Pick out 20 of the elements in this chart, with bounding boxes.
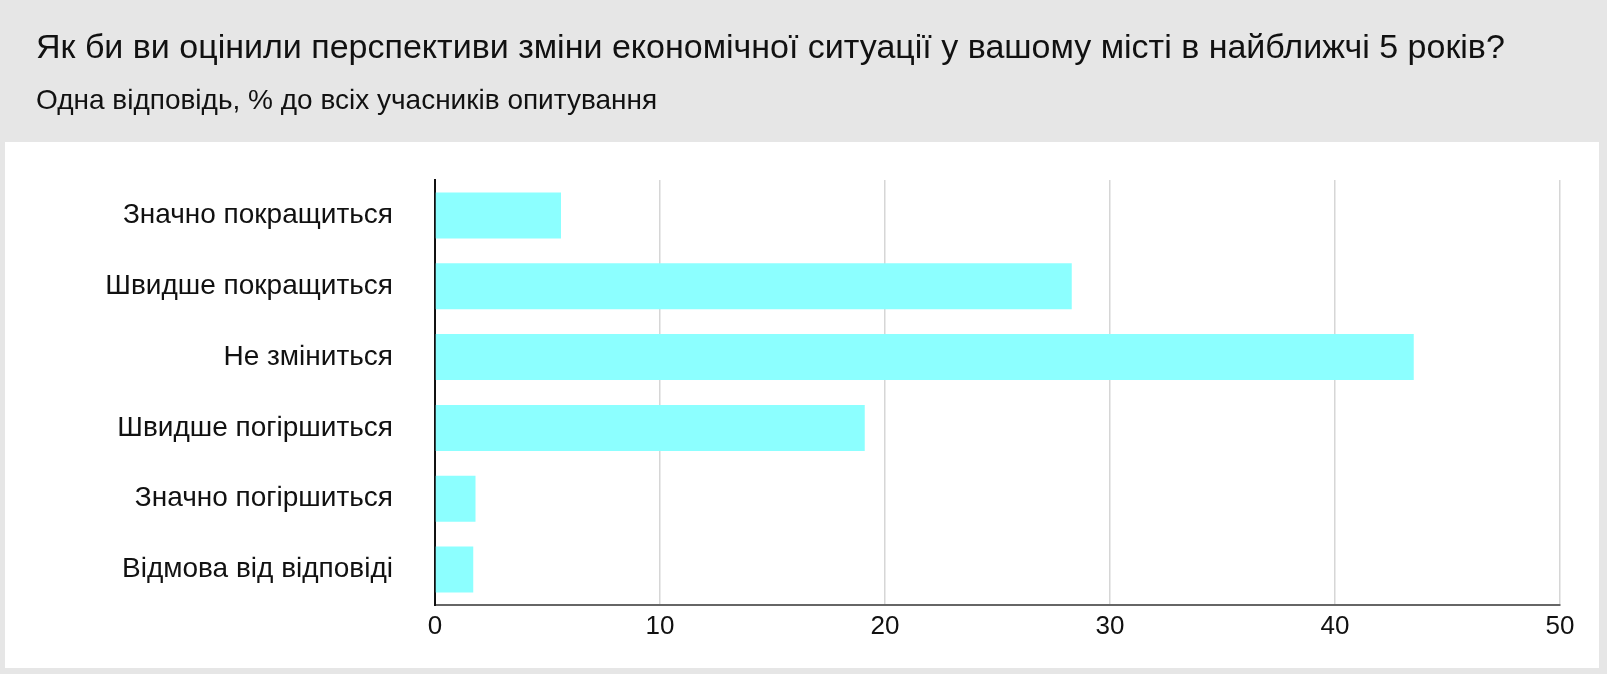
y-tick-label: Значно погіршиться bbox=[134, 481, 393, 513]
bar bbox=[435, 334, 1414, 381]
x-tick-label: 40 bbox=[1320, 609, 1350, 640]
bar bbox=[435, 192, 561, 239]
y-tick-label: Не зміниться bbox=[223, 339, 393, 371]
chart-title: Як би ви оцінили перспективи зміни економічної ситуації у вашому місті в найближчі 5 років? bbox=[36, 26, 1505, 67]
y-tick-label: Швидше покращиться bbox=[105, 268, 393, 300]
x-tick-label: 10 bbox=[645, 609, 675, 640]
x-tick-label: 30 bbox=[1095, 609, 1125, 640]
bar bbox=[435, 475, 476, 522]
y-tick-label: Відмова від відповіді bbox=[121, 552, 393, 584]
bar bbox=[435, 404, 865, 451]
chart-subtitle: Одна відповідь, % до всіх учасників опитування bbox=[36, 83, 658, 117]
x-tick-label: 0 bbox=[427, 609, 443, 640]
x-tick-label: 50 bbox=[1545, 609, 1575, 640]
y-tick-label: Швидше погіршиться bbox=[117, 410, 393, 442]
bar bbox=[435, 263, 1072, 310]
x-tick-label: 20 bbox=[870, 609, 900, 640]
y-tick-label: Значно покращиться bbox=[122, 198, 393, 230]
bar bbox=[435, 546, 474, 593]
